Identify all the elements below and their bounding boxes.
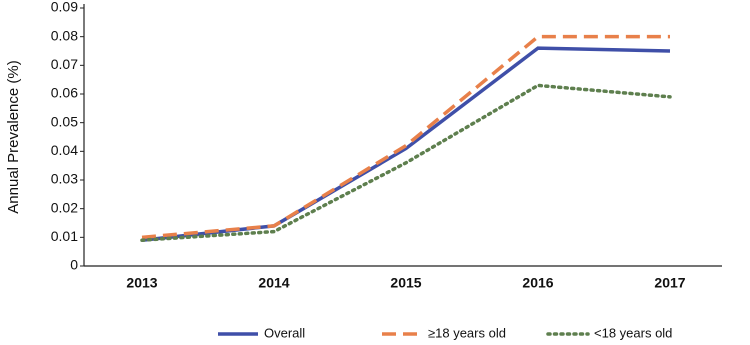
x-tick-label: 2016 [522, 275, 553, 291]
legend-label: <18 years old [594, 325, 672, 340]
series-line [141, 34, 670, 240]
x-tick-label: 2017 [654, 275, 685, 291]
y-tick-label: 0 [70, 257, 78, 273]
y-tick-label: 0.09 [51, 0, 78, 15]
series-line [141, 46, 671, 242]
series-line [140, 83, 672, 242]
legend-label: ≥18 years old [428, 325, 506, 340]
y-tick-label: 0.07 [51, 56, 78, 72]
legend-label: Overall [264, 325, 305, 340]
y-tick-label: 0.06 [51, 85, 78, 101]
x-tick-label: 2013 [126, 275, 157, 291]
x-tick-label: 2015 [390, 275, 421, 291]
y-tick-label: 0.01 [51, 228, 78, 244]
y-tick-label: 0.05 [51, 113, 78, 129]
y-axis-label: Annual Prevalence (%) [5, 60, 22, 213]
y-tick-label: 0.02 [51, 199, 78, 215]
y-tick-label: 0.03 [51, 171, 78, 187]
x-tick-label: 2014 [258, 275, 289, 291]
y-tick-label: 0.08 [51, 27, 78, 43]
y-tick-label: 0.04 [51, 142, 78, 158]
